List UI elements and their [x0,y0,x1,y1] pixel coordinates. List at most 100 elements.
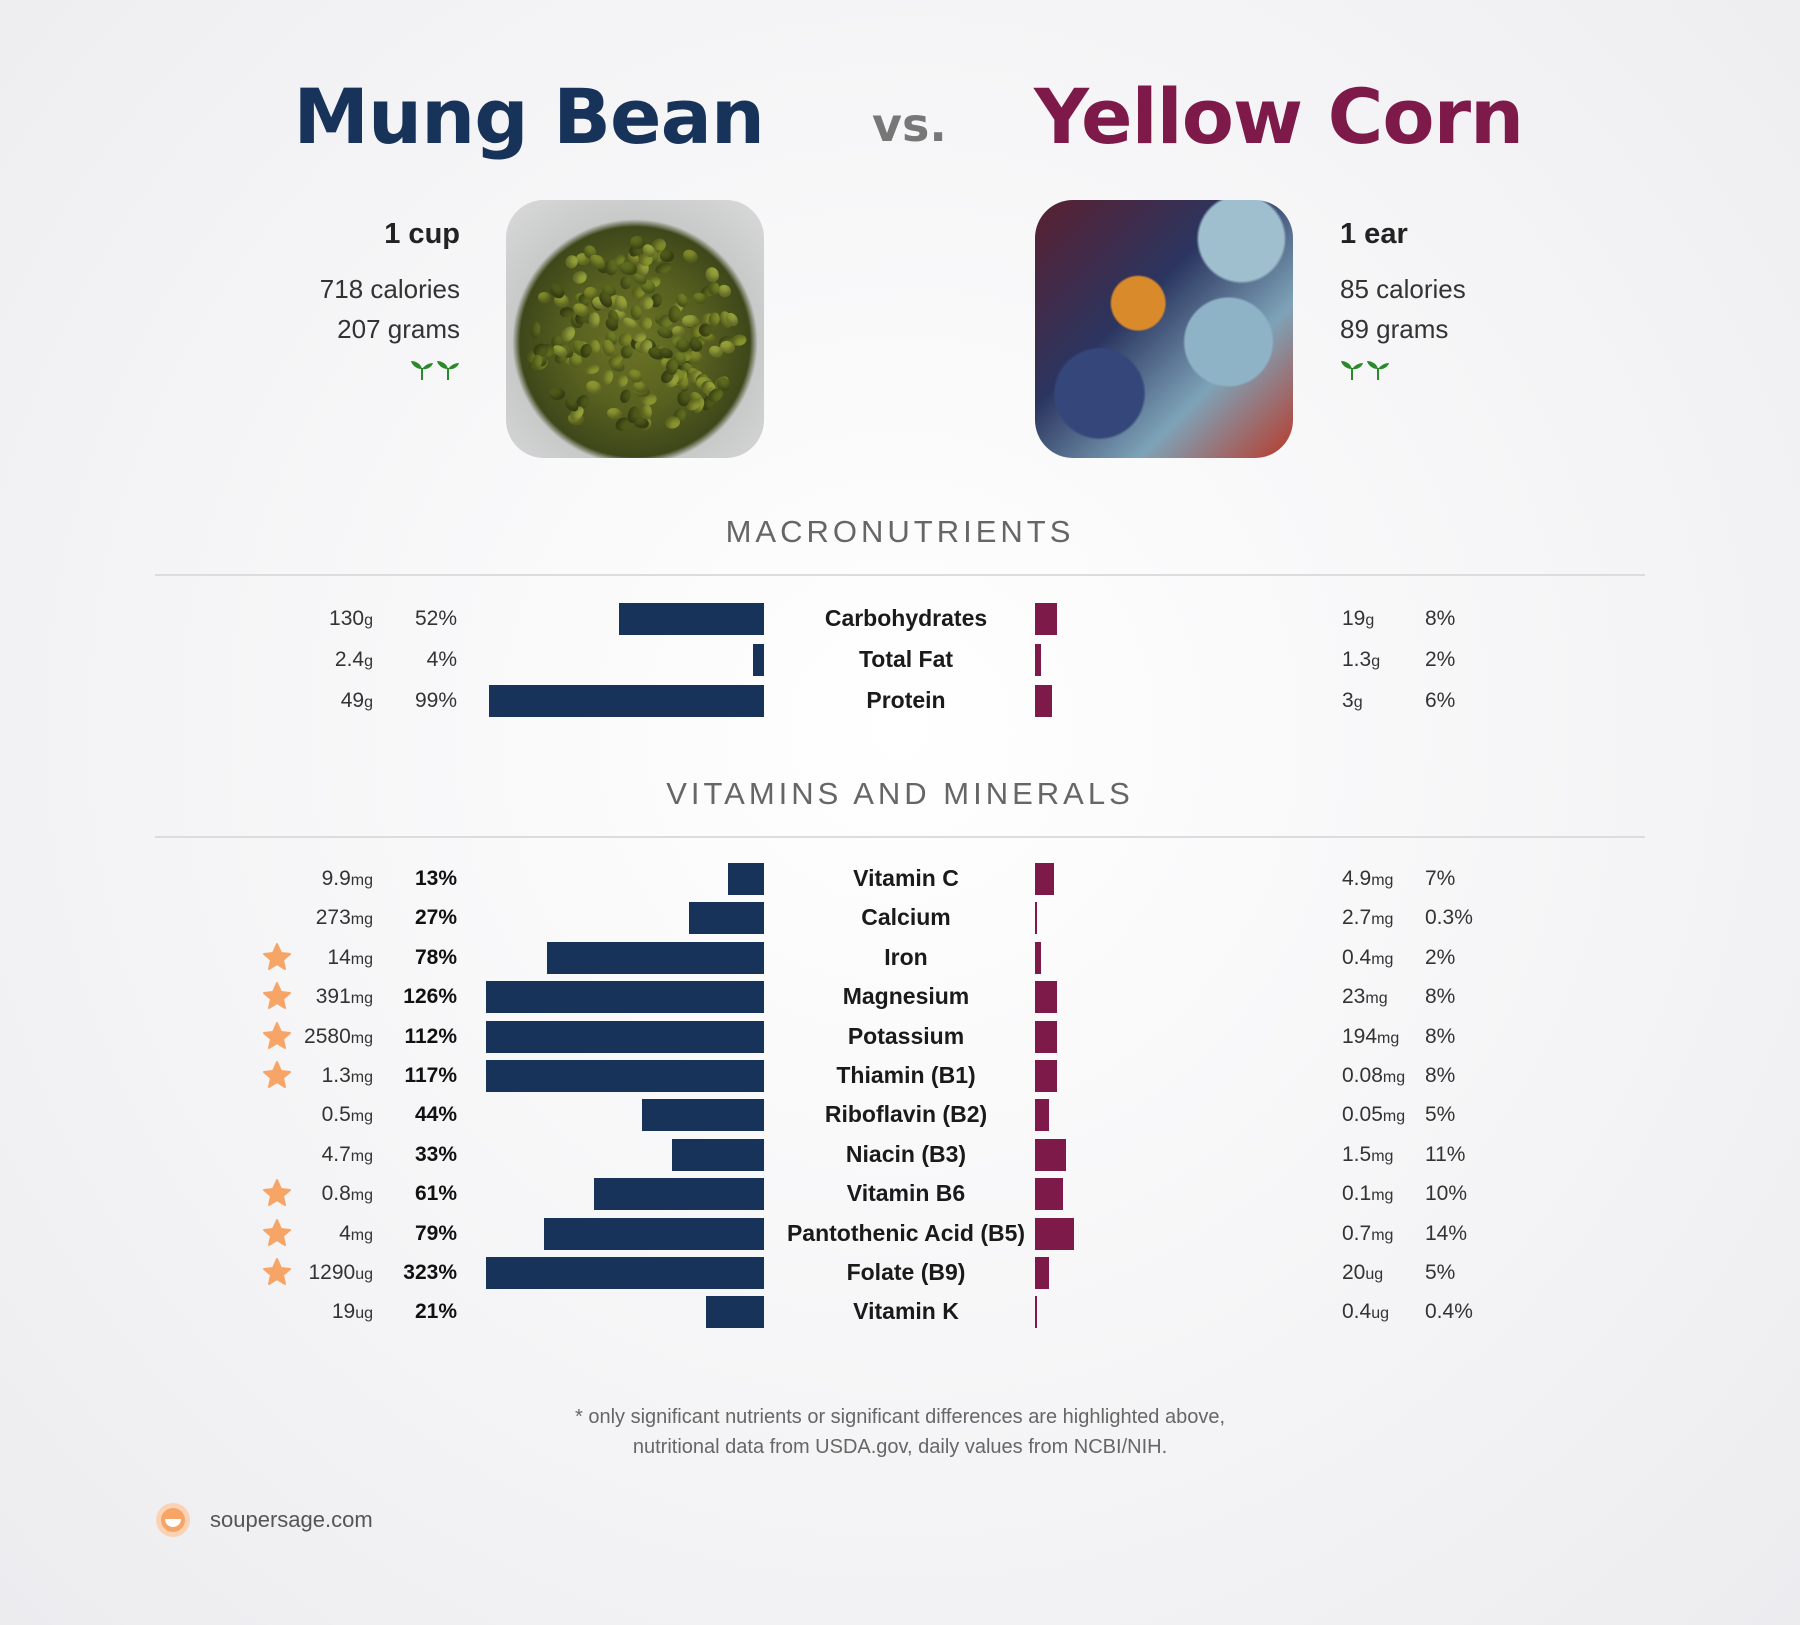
vitamins-heading: VITAMINS AND MINERALS [666,776,1134,811]
left-percent: 78% [414,945,457,969]
nutrient-label: Vitamin B6 [846,1180,966,1207]
left-bar [486,981,764,1014]
right-percent: 11% [1425,1142,1466,1166]
nutrient-label: Vitamin K [853,1298,959,1325]
left-bar [727,863,764,895]
mung-bean [529,320,542,339]
mung-bean [665,358,679,375]
right-food-title: Yellow Corn [1034,72,1524,161]
right-percent: 5% [1425,1261,1456,1284]
left-bar [488,685,764,717]
nutrient-label: Calcium [861,904,951,931]
mung-bean [704,265,721,284]
footnote-line-1: * only significant nutrients or signific… [574,1406,1226,1428]
left-amount: 19ug [331,1300,373,1324]
left-percent: 52% [414,607,457,630]
mung-bean [536,290,552,304]
right-percent: 2% [1425,945,1456,969]
right-unit: ug [1365,1266,1384,1283]
right-grams: 89 grams [1340,314,1449,344]
footnote: * only significant nutrients or signific… [0,1402,1800,1462]
left-bar [486,1060,764,1092]
mung-bean-photo [506,200,764,458]
right-bar [1035,603,1058,635]
left-unit: ug [355,1266,373,1283]
left-grams: 207 grams [337,314,460,344]
left-percent: 13% [414,867,457,890]
right-percent: 8% [1425,1024,1456,1048]
left-unit: g [364,694,373,711]
right-unit: mg [1382,1069,1406,1086]
left-percent: 99% [414,689,457,712]
right-serving-size: 1 ear [1340,218,1408,250]
left-unit: mg [350,1108,373,1126]
right-bar [1035,1257,1049,1289]
mung-bean [617,387,633,405]
brand[interactable]: soupersage.com [155,1502,373,1538]
left-amount: 1290ug [308,1261,373,1284]
right-unit: g [1353,694,1363,711]
left-bar [547,941,764,974]
right-amount: 2.7mg [1342,906,1394,930]
left-percent: 4% [426,648,457,671]
right-amount: 23mg [1342,985,1388,1009]
right-unit: mg [1371,1147,1394,1165]
chart-row: 1290ug 323% Folate (B9) 20ug 5% [0,1257,1800,1291]
right-amount: 0.4ug [1342,1300,1389,1324]
right-unit: mg [1371,911,1394,929]
left-unit: g [364,612,373,629]
right-unit: mg [1371,1187,1394,1205]
right-amount: 194mg [1342,1024,1400,1048]
chart-row: 2580mg 112% Potassium 194mg 8% [0,1020,1800,1055]
chart-row: 1.3mg 117% Thiamin (B1) 0.08mg 8% [0,1060,1800,1094]
right-percent: 8% [1425,1064,1456,1087]
right-bar [1035,1060,1058,1092]
left-bar [544,1217,764,1250]
chart-row: 9.9mg 13% Vitamin C 4.9mg 7% [0,863,1800,897]
right-amount: 0.08mg [1342,1064,1406,1087]
chart-row: 130g 52% Carbohydrates 19g 8% [0,603,1800,637]
left-amount: 49g [340,689,373,712]
mung-bean [587,311,601,330]
left-unit: mg [350,1187,373,1205]
right-bar [1035,941,1041,974]
mung-bean [664,415,682,431]
left-unit: mg [350,990,373,1008]
mung-bean [582,362,600,376]
left-percent: 112% [404,1024,457,1048]
left-amount: 4mg [339,1221,373,1245]
mung-bean [619,274,633,290]
left-bar [486,1257,764,1289]
left-unit: mg [350,950,373,968]
right-amount: 4.9mg [1342,867,1394,890]
right-amount: 20ug [1342,1261,1384,1284]
right-amount: 3g [1342,689,1363,712]
right-unit: mg [1377,1029,1400,1047]
right-bar [1035,1217,1074,1250]
star-icon [263,942,291,970]
right-bar [1035,863,1055,895]
left-percent: 27% [414,906,457,930]
right-percent: 0.3% [1425,906,1473,930]
right-percent: 2% [1425,648,1456,671]
macronutrients-heading: MACRONUTRIENTS [725,514,1075,549]
left-bar [619,603,764,635]
right-percent: 7% [1425,867,1456,890]
yellow-corn-photo [1035,200,1293,458]
right-percent: 8% [1425,607,1456,630]
mung-bean [667,304,681,323]
right-bar [1035,685,1052,717]
right-percent: 8% [1425,985,1456,1009]
chart-row: 2.4g 4% Total Fat 1.3g 2% [0,644,1800,678]
nutrient-label: Vitamin C [853,865,959,891]
right-bar [1035,1296,1037,1329]
brand-link[interactable]: soupersage.com [210,1507,373,1532]
right-bar [1035,1138,1066,1171]
section-divider [155,574,1645,576]
right-percent: 14% [1425,1221,1468,1245]
section-divider [155,836,1645,838]
left-amount: 391mg [315,985,373,1009]
left-serving-info: 1 cup 718 calories 207 grams [320,218,460,381]
left-unit: mg [350,1069,373,1086]
